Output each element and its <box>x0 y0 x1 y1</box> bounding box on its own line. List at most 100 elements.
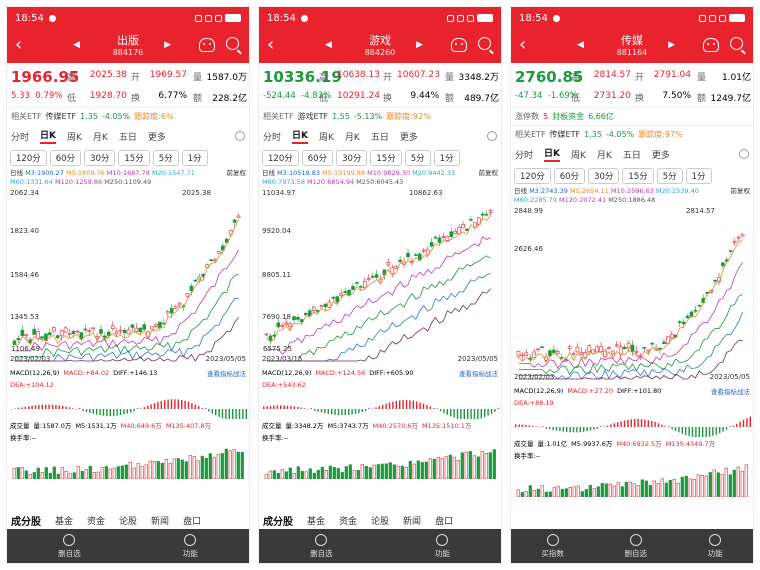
period-button[interactable]: 1分 <box>685 168 712 184</box>
volume-bar <box>184 461 188 480</box>
related-etf-row-2[interactable]: 相关ETF 传媒ETF 1.35 -4.05% 跟踪度:97% <box>511 125 753 143</box>
lower-tab-5[interactable]: 盘口 <box>183 516 202 527</box>
next-stock-icon[interactable]: ▶ <box>416 40 423 50</box>
gear-icon[interactable] <box>235 131 245 141</box>
tab-5[interactable]: 更多 <box>147 132 166 143</box>
tab-1[interactable]: 日K <box>544 146 560 162</box>
candle <box>177 302 182 306</box>
indicator-link[interactable]: 查看指标战法 <box>711 388 750 396</box>
lower-tab-4[interactable]: 新闻 <box>151 516 170 527</box>
prev-stock-icon[interactable]: ◀ <box>577 40 584 50</box>
search-icon[interactable] <box>226 37 239 50</box>
candle <box>591 349 595 354</box>
tab-2[interactable]: 周K <box>319 132 334 143</box>
macd-bar <box>443 409 445 414</box>
kline-chart[interactable]: 2848.99 2626.46 2814.57 2023/02/03 2023/05/0… <box>511 205 753 385</box>
lower-tab-4[interactable]: 新闻 <box>403 516 422 527</box>
lower-tab-0[interactable]: 成分股 <box>263 516 293 528</box>
volume-bar <box>140 466 144 480</box>
bottom-button[interactable]: 买指数 <box>541 533 564 559</box>
bottom-button[interactable]: 功能 <box>435 533 450 559</box>
tab-4[interactable]: 五日 <box>622 150 641 161</box>
period-button[interactable]: 30分 <box>84 150 116 166</box>
tab-3[interactable]: 月K <box>92 132 108 143</box>
tab-1[interactable]: 日K <box>40 128 56 144</box>
tab-3[interactable]: 月K <box>344 132 360 143</box>
period-button[interactable]: 15分 <box>622 168 654 184</box>
period-button[interactable]: 30分 <box>336 150 368 166</box>
tab-4[interactable]: 五日 <box>370 132 389 143</box>
period-button[interactable]: 5分 <box>404 150 431 166</box>
tab-2[interactable]: 周K <box>571 150 586 161</box>
search-icon[interactable] <box>478 37 491 50</box>
period-button[interactable]: 120分 <box>514 168 551 184</box>
tab-3[interactable]: 月K <box>596 150 612 161</box>
volume-bar <box>420 462 424 480</box>
macd-svg <box>263 400 499 421</box>
back-icon[interactable]: ‹ <box>15 34 23 55</box>
bottom-button[interactable]: 功能 <box>183 533 198 559</box>
bottom-button[interactable]: 删自选 <box>58 533 81 559</box>
tab-5[interactable]: 更多 <box>399 132 418 143</box>
lower-tab-5[interactable]: 盘口 <box>435 516 454 527</box>
macd-bar <box>535 426 537 427</box>
lower-tab-3[interactable]: 论股 <box>119 516 138 527</box>
search-icon[interactable] <box>730 37 743 50</box>
bottom-button[interactable]: 删自选 <box>624 533 647 559</box>
period-button[interactable]: 60分 <box>49 150 82 166</box>
lower-tab-3[interactable]: 论股 <box>371 516 390 527</box>
tab-2[interactable]: 周K <box>67 132 82 143</box>
macd-bar <box>620 421 622 427</box>
period-button[interactable]: 5分 <box>656 168 683 184</box>
etf2-name: 传媒ETF <box>549 130 581 139</box>
tab-5[interactable]: 更多 <box>651 150 670 161</box>
kline-chart[interactable]: 11034.97 9920.04 8805.11 7690.18 10862.63 657… <box>259 187 501 367</box>
volume-bar <box>208 453 212 480</box>
lower-tab-2[interactable]: 资金 <box>339 516 358 527</box>
lower-tab-1[interactable]: 基金 <box>55 516 74 527</box>
robot-icon[interactable] <box>703 38 719 52</box>
period-button[interactable]: 30分 <box>588 168 620 184</box>
tab-4[interactable]: 五日 <box>118 132 137 143</box>
period-button[interactable]: 120分 <box>262 150 299 166</box>
related-etf-row[interactable]: 涨停数 5 封板资金 6.66亿 <box>511 107 753 125</box>
gear-icon[interactable] <box>487 131 497 141</box>
back-icon[interactable]: ‹ <box>519 34 527 55</box>
tab-0[interactable]: 分时 <box>263 132 282 143</box>
related-etf-row[interactable]: 相关ETF 传媒ETF 1.35 -4.05% 跟踪度:6% <box>7 107 249 125</box>
tab-1[interactable]: 日K <box>292 128 308 144</box>
lower-tab-1[interactable]: 基金 <box>307 516 326 527</box>
lower-tab-2[interactable]: 资金 <box>87 516 106 527</box>
prev-stock-icon[interactable]: ◀ <box>73 40 80 50</box>
indicator-link[interactable]: 查看指标战法 <box>459 370 498 378</box>
next-stock-icon[interactable]: ▶ <box>164 40 171 50</box>
period-button[interactable]: 60分 <box>553 168 586 184</box>
kline-chart[interactable]: 2062.34 1823.40 1584.46 1345.53 2025.38 1106.… <box>7 187 249 367</box>
indicator-link[interactable]: 查看指标战法 <box>207 370 246 378</box>
robot-icon[interactable] <box>451 38 467 52</box>
lower-tab-0[interactable]: 成分股 <box>11 516 41 528</box>
related-etf-row[interactable]: 相关ETF 游戏ETF 1.55 -5.13% 跟踪度:92% <box>259 107 501 125</box>
etf2-price: 1.35 <box>584 130 602 139</box>
gear-icon[interactable] <box>739 149 749 159</box>
period-button[interactable]: 120分 <box>10 150 47 166</box>
period-button[interactable]: 15分 <box>118 150 150 166</box>
period-button[interactable]: 15分 <box>370 150 402 166</box>
period-button[interactable]: 5分 <box>152 150 179 166</box>
bottom-button[interactable]: 删自选 <box>310 533 333 559</box>
next-stock-icon[interactable]: ▶ <box>668 40 675 50</box>
volume-chart <box>259 443 501 480</box>
macd-bar <box>38 404 40 409</box>
period-button[interactable]: 60分 <box>301 150 334 166</box>
robot-icon[interactable] <box>199 38 215 52</box>
period-button[interactable]: 1分 <box>433 150 460 166</box>
page-title: 出版 <box>116 34 139 47</box>
tab-0[interactable]: 分时 <box>515 150 534 161</box>
prev-stock-icon[interactable]: ◀ <box>325 40 332 50</box>
back-icon[interactable]: ‹ <box>267 34 275 55</box>
bottom-button[interactable]: 功能 <box>708 533 723 559</box>
tab-0[interactable]: 分时 <box>11 132 30 143</box>
period-button[interactable]: 1分 <box>181 150 208 166</box>
candle <box>693 309 698 312</box>
volume-value: 3348.2万 <box>458 73 500 83</box>
